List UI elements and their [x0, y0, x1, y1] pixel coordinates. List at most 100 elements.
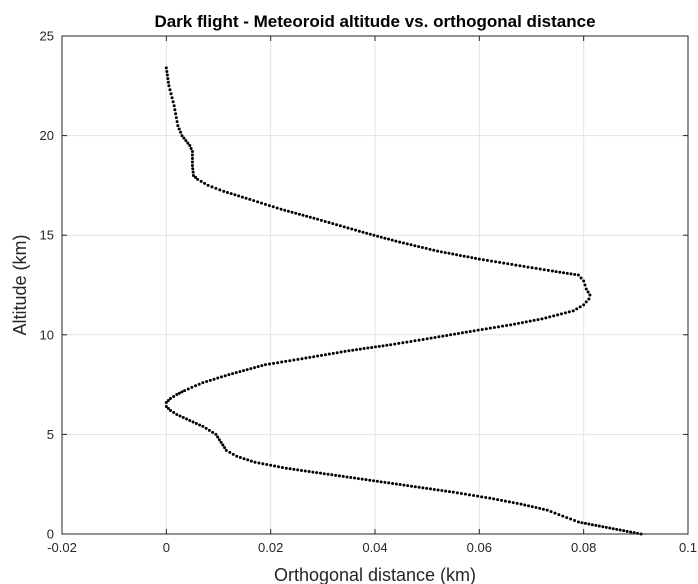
trajectory-dot: [505, 324, 509, 327]
trajectory-dot: [565, 271, 569, 275]
trajectory-dot: [169, 92, 173, 96]
trajectory-dot: [413, 244, 417, 248]
trajectory-dot: [304, 356, 308, 360]
trajectory-dot: [272, 361, 276, 365]
trajectory-dot: [584, 300, 588, 304]
trajectory-dot: [372, 233, 376, 237]
data-point: [167, 84, 171, 88]
trajectory-dot: [191, 167, 195, 171]
data-point: [263, 363, 267, 367]
trajectory-dot: [379, 480, 383, 484]
trajectory-dot: [548, 315, 552, 319]
data-point: [206, 183, 210, 187]
trajectory-dot: [351, 348, 355, 352]
trajectory-dot: [181, 415, 185, 419]
trajectory-dot: [405, 340, 409, 344]
y-tick-label: 0: [47, 527, 54, 542]
data-point: [164, 66, 168, 70]
trajectory-dot: [394, 482, 398, 486]
trajectory-dot: [611, 527, 615, 531]
trajectory-dot: [417, 245, 421, 249]
data-point: [326, 472, 330, 476]
trajectory-dot: [214, 186, 218, 190]
trajectory-dot: [492, 326, 496, 329]
trajectory-dot: [331, 222, 335, 226]
data-point: [172, 104, 176, 108]
trajectory-dot: [534, 506, 538, 510]
data-point: [219, 440, 223, 444]
trajectory-dot: [175, 120, 179, 124]
trajectory-dot: [557, 513, 561, 517]
trajectory-dot: [288, 359, 292, 363]
trajectory-dot: [263, 202, 267, 206]
trajectory-dot: [184, 139, 188, 143]
x-tick-label: 0.02: [258, 540, 283, 555]
trajectory-dot: [402, 483, 406, 487]
trajectory-dot: [180, 390, 184, 394]
data-point: [436, 249, 440, 253]
trajectory-dot: [166, 80, 170, 84]
trajectory-dot: [334, 473, 338, 477]
data-point: [597, 524, 601, 528]
trajectory-dot: [428, 247, 432, 251]
trajectory-dot: [327, 221, 331, 225]
data-point: [588, 293, 592, 297]
trajectory-dot: [238, 370, 242, 374]
trajectory-dot: [338, 224, 342, 228]
trajectory-dot: [447, 490, 451, 494]
trajectory-dot: [538, 506, 542, 510]
trajectory-dot: [390, 238, 394, 242]
trajectory-dot: [249, 367, 253, 371]
trajectory-dot: [456, 331, 460, 335]
trajectory-dot: [191, 170, 195, 174]
trajectory-dot: [436, 488, 440, 492]
x-tick-label: 0.04: [362, 540, 387, 555]
trajectory-dot: [480, 495, 484, 499]
data-point: [584, 287, 588, 291]
trajectory-dot: [608, 526, 612, 530]
trajectory-dot: [530, 505, 534, 509]
trajectory-dot: [229, 192, 233, 196]
trajectory-dot: [503, 499, 507, 503]
trajectory-dot: [194, 421, 198, 425]
data-point: [300, 357, 304, 361]
trajectory-dot: [601, 525, 605, 529]
data-point: [587, 297, 591, 301]
trajectory-dot: [354, 228, 358, 232]
trajectory-dot: [238, 456, 242, 460]
trajectory-dot: [249, 459, 253, 463]
y-tick-label: 15: [40, 228, 54, 243]
trajectory-dot: [256, 200, 260, 204]
trajectory-dot: [546, 268, 550, 272]
trajectory-dot: [244, 196, 248, 200]
data-point: [169, 397, 173, 401]
trajectory-dot: [189, 147, 193, 151]
trajectory-dot: [218, 188, 222, 192]
trajectory-dot: [615, 527, 619, 531]
trajectory-dot: [421, 337, 425, 341]
trajectory-dot: [468, 329, 472, 333]
data-point: [253, 460, 257, 464]
trajectory-dot: [558, 270, 562, 274]
trajectory-dot: [234, 371, 238, 375]
data-point: [550, 269, 554, 273]
trajectory-dot: [464, 330, 468, 334]
trajectory-dot: [358, 347, 362, 351]
data-point: [188, 144, 192, 148]
trajectory-dot: [383, 236, 387, 240]
trajectory-dot: [480, 327, 484, 331]
data-point: [347, 349, 351, 353]
trajectory-dot: [190, 160, 194, 164]
trajectory-dot: [391, 481, 395, 485]
trajectory-dot: [172, 395, 176, 399]
trajectory-dot: [447, 251, 451, 255]
trajectory-dot: [516, 321, 520, 325]
trajectory-dot: [462, 254, 466, 258]
trajectory-dot: [449, 333, 453, 337]
trajectory-dot: [166, 399, 170, 403]
trajectory-dot: [500, 498, 503, 502]
data-point: [164, 401, 168, 405]
trajectory-dot: [322, 472, 326, 476]
trajectory-dot: [341, 474, 345, 478]
data-point: [509, 323, 513, 327]
